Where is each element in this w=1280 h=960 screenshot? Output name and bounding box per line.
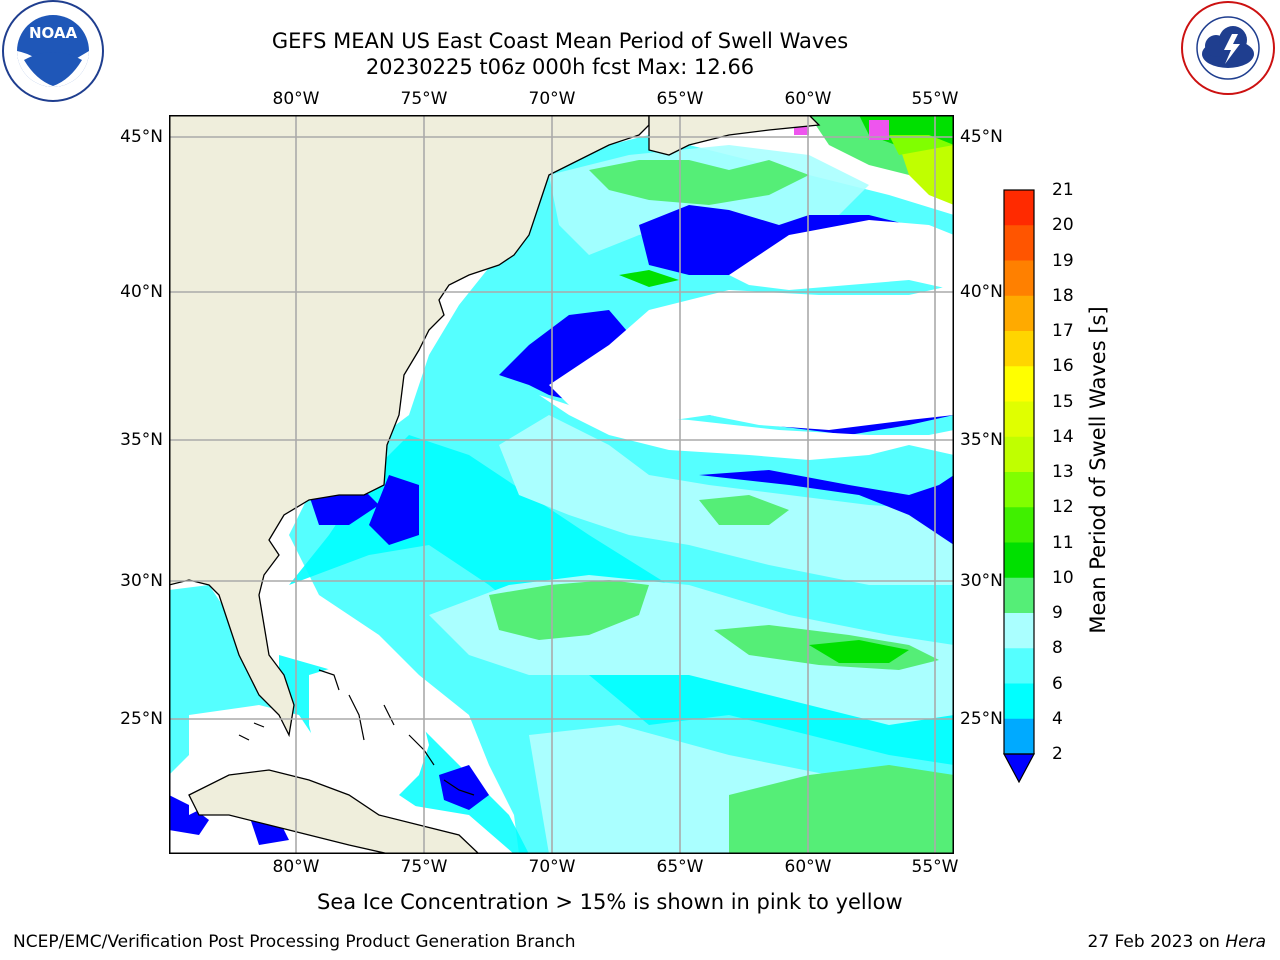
colorbar-box <box>1004 225 1034 261</box>
lon-label-top: 65°W <box>656 89 704 109</box>
colorbar-tick-label: 9 <box>1052 603 1063 623</box>
colorbar-box <box>1004 542 1034 579</box>
swell-patch-9s-se <box>729 765 954 854</box>
no-data-region-central <box>549 285 954 430</box>
map-frame <box>169 115 954 854</box>
lon-label-bottom: 70°W <box>528 857 576 877</box>
nws-logo <box>1181 1 1275 95</box>
colorbar-tick-label: 21 <box>1052 180 1074 200</box>
colorbar-tick-label: 4 <box>1052 708 1063 729</box>
colorbar-box <box>1004 718 1034 755</box>
footer-date: 27 Feb 2023 on <box>1087 932 1226 952</box>
swell-patch-9s-ne <box>589 160 809 205</box>
colorbar-tick-label: 18 <box>1052 285 1074 306</box>
land-us-east-coast <box>169 115 650 738</box>
chart-title: GEFS MEAN US East Coast Mean Period of S… <box>271 29 849 53</box>
colorbar-tick-label: 6 <box>1052 673 1063 694</box>
noaa-logo: NOAA <box>2 0 104 102</box>
land-bahamas-islands <box>238 669 475 796</box>
lon-label-bottom: 80°W <box>272 857 320 877</box>
colorbar-box <box>1004 683 1034 720</box>
colorbar-tick-label: 17 <box>1052 321 1074 341</box>
colorbar-box <box>1004 295 1034 332</box>
colorbar-box <box>1004 401 1034 438</box>
no-data-region-central-2 <box>539 395 954 460</box>
colorbar-tick-label: 14 <box>1052 426 1074 447</box>
lon-label-bottom: 55°W <box>911 857 959 877</box>
lat-label-right: 45°N <box>960 127 1003 147</box>
colorbar-box <box>1004 507 1034 543</box>
colorbar-tick-label: 20 <box>1052 215 1074 236</box>
short-period-edge-9 <box>439 765 489 810</box>
noaa-logo-text: NOAA <box>29 24 78 42</box>
colorbar-tick-label: 13 <box>1052 462 1074 482</box>
lon-label-top: 75°W <box>400 89 448 109</box>
land-cuba <box>188 769 480 854</box>
lat-label-left: 25°N <box>120 709 163 729</box>
colorbar-box <box>1004 190 1034 226</box>
colorbar-tick-label: 8 <box>1052 638 1063 659</box>
lon-label-top: 55°W <box>911 89 959 109</box>
no-data-region-north <box>729 220 954 290</box>
lon-label-bottom: 65°W <box>656 857 704 877</box>
colorbar-box <box>1004 613 1034 649</box>
colorbar-tick-label: 15 <box>1052 391 1074 412</box>
lon-label-top: 70°W <box>528 89 576 109</box>
colorbar-box <box>1004 436 1034 473</box>
sea-ice-note: Sea Ice Concentration > 15% is shown in … <box>317 890 903 914</box>
lon-label-bottom: 60°W <box>784 857 832 877</box>
lat-label-left: 40°N <box>120 282 163 302</box>
swell-period-map <box>169 115 954 854</box>
colorbar-extension <box>1003 753 1035 783</box>
colorbar <box>1003 189 1035 783</box>
colorbar-tick-label: 16 <box>1052 356 1074 377</box>
colorbar-box <box>1004 648 1034 684</box>
colorbar-label: Mean Period of Swell Waves [s] <box>1086 306 1110 634</box>
colorbar-box <box>1004 260 1034 297</box>
footer-right: 27 Feb 2023 on Hera <box>1088 932 1266 952</box>
chart-subtitle: 20230225 t06z 000h fcst Max: 12.66 <box>365 55 755 79</box>
short-period-edge-3 <box>699 470 954 545</box>
lon-label-bottom: 75°W <box>400 857 448 877</box>
colorbar-tick-label: 2 <box>1052 744 1063 764</box>
lat-label-right: 25°N <box>960 709 1003 729</box>
colorbar-box <box>1004 577 1034 614</box>
swell-patch-9s <box>489 580 649 640</box>
sea-ice-concentration-3 <box>889 135 954 155</box>
lat-label-left: 35°N <box>120 430 163 450</box>
lat-label-right: 40°N <box>960 282 1003 302</box>
swell-patch-10s <box>809 640 909 663</box>
lat-label-left: 45°N <box>120 127 163 147</box>
colorbar-box <box>1004 331 1034 367</box>
swell-patch-10s-n <box>619 270 679 287</box>
colorbar-tick-label: 11 <box>1052 532 1074 553</box>
lat-label-right: 30°N <box>960 571 1003 591</box>
lat-label-left: 30°N <box>120 571 163 591</box>
colorbar-tick-label: 10 <box>1052 567 1074 588</box>
swell-patch-9s-mid <box>699 495 789 525</box>
graticule <box>169 115 954 854</box>
colorbar-tick-label: 19 <box>1052 250 1074 271</box>
colorbar-box <box>1004 366 1034 402</box>
land-maine-novascotia <box>648 115 821 156</box>
lon-label-top: 60°W <box>784 89 832 109</box>
footer-host: Hera <box>1225 932 1266 952</box>
sea-ice-concentration-2 <box>899 145 954 205</box>
short-period-edge-4 <box>369 475 419 545</box>
lon-label-top: 80°W <box>272 89 320 109</box>
colorbar-tick-label: 12 <box>1052 497 1074 518</box>
colorbar-frame <box>1003 189 1035 755</box>
colorbar-box <box>1004 472 1034 508</box>
lat-label-right: 35°N <box>960 430 1003 450</box>
footer-left: NCEP/EMC/Verification Post Processing Pr… <box>13 932 576 952</box>
